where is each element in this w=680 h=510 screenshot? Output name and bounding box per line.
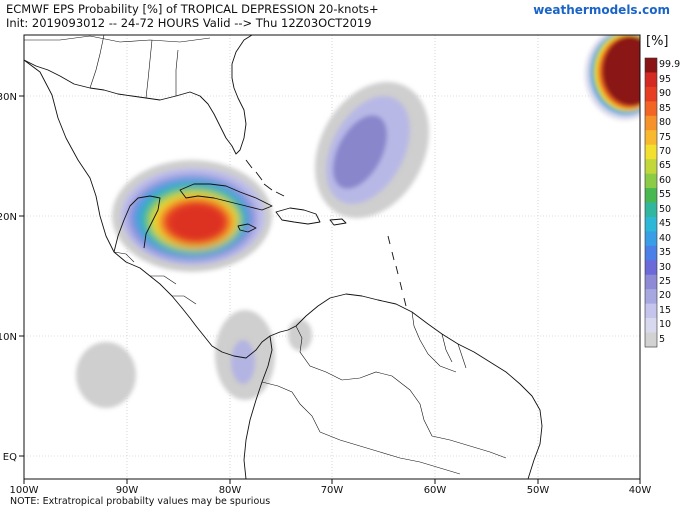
colorbar-swatch bbox=[645, 231, 657, 247]
colorbar-swatch bbox=[645, 173, 657, 189]
colorbar-label: 5 bbox=[659, 333, 666, 345]
shade-ne-dark bbox=[602, 36, 640, 106]
brand-link[interactable]: weathermodels.com bbox=[533, 3, 670, 17]
south-america-west bbox=[243, 335, 273, 479]
colorbar-unit: [%] bbox=[646, 34, 669, 49]
gulf-coast bbox=[24, 35, 253, 155]
shade-atlantic-core bbox=[332, 115, 388, 189]
colorbar-swatch bbox=[645, 72, 657, 88]
colorbar-swatch bbox=[645, 332, 657, 348]
lat-label-eq: EQ bbox=[3, 452, 17, 463]
lon-label-60w: 60W bbox=[424, 485, 447, 496]
puerto-rico bbox=[329, 218, 347, 226]
colorbar-label: 25 bbox=[659, 276, 672, 287]
lon-label-80w: 80W bbox=[219, 485, 242, 496]
colorbar-swatch bbox=[645, 274, 657, 290]
lon-label-70w: 70W bbox=[321, 485, 344, 496]
init-valid-line: Init: 2019093012 -- 24-72 HOURS Valid --… bbox=[6, 16, 372, 30]
colorbar-swatch bbox=[645, 86, 657, 102]
colorbar-label: 45 bbox=[659, 218, 672, 230]
lat-label-20n: 20N bbox=[0, 212, 17, 223]
colorbar-swatch bbox=[645, 260, 657, 276]
jamaica bbox=[237, 223, 257, 233]
shade-pacific bbox=[76, 342, 136, 408]
colorbar-swatch bbox=[645, 245, 657, 261]
colorbar bbox=[644, 57, 658, 348]
cuba bbox=[179, 183, 273, 211]
shade-colombia bbox=[288, 319, 312, 351]
colorbar-label: 65 bbox=[659, 160, 672, 172]
colorbar-label: 60 bbox=[659, 174, 672, 186]
shade-caribbean-95 bbox=[170, 205, 224, 241]
colorbar-swatch bbox=[645, 115, 657, 131]
lon-label-90w: 90W bbox=[116, 485, 139, 496]
colorbar-swatch bbox=[645, 101, 657, 117]
colorbar-label: 30 bbox=[659, 261, 672, 273]
colorbar-label: 35 bbox=[659, 247, 672, 259]
colorbar-swatch bbox=[645, 58, 657, 73]
lat-label-30n: 30N bbox=[0, 92, 17, 103]
south-america-coast bbox=[295, 293, 543, 479]
shade-panama bbox=[231, 340, 255, 384]
colorbar-label: 50 bbox=[659, 203, 672, 215]
lon-label-40w: 40W bbox=[629, 485, 652, 496]
lat-label-10n: 10N bbox=[0, 332, 17, 343]
shaded-probability bbox=[76, 35, 640, 408]
colorbar-label: 20 bbox=[659, 290, 672, 302]
tick-marks bbox=[19, 95, 641, 484]
colorbar-swatch bbox=[645, 159, 657, 174]
colorbar-swatch bbox=[645, 289, 657, 304]
colorbar-swatch bbox=[645, 130, 657, 145]
colorbar-label: 80 bbox=[659, 117, 672, 128]
hispaniola bbox=[275, 207, 321, 225]
lon-label-100w: 100W bbox=[10, 485, 39, 496]
colorbar-label: 75 bbox=[659, 131, 672, 143]
footnote: NOTE: Extratropical probabilty values ma… bbox=[10, 496, 271, 507]
map-title: ECMWF EPS Probability [%] of TROPICAL DE… bbox=[6, 2, 379, 16]
colorbar-label: 15 bbox=[659, 304, 672, 316]
colorbar-swatch bbox=[645, 202, 657, 218]
borders bbox=[24, 35, 507, 475]
bahamas bbox=[245, 159, 285, 197]
graticule bbox=[24, 35, 640, 479]
colorbar-label: 95 bbox=[659, 73, 672, 85]
yucatan bbox=[113, 195, 161, 253]
colorbar-swatch bbox=[645, 216, 657, 232]
colorbar-label: 40 bbox=[659, 232, 672, 244]
colorbar-label: 70 bbox=[659, 145, 672, 157]
colorbar-swatch bbox=[645, 318, 657, 333]
lesser-antilles bbox=[387, 235, 407, 307]
lon-label-50w: 50W bbox=[527, 485, 550, 496]
colorbar-swatch bbox=[645, 144, 657, 160]
colorbar-label: 99.9 bbox=[659, 59, 680, 71]
colorbar-label: 90 bbox=[659, 88, 672, 100]
colorbar-label: 85 bbox=[659, 102, 672, 114]
north-america-coast bbox=[24, 35, 297, 359]
colorbar-label: 10 bbox=[659, 319, 672, 331]
colorbar-swatch bbox=[645, 188, 657, 203]
coastlines bbox=[24, 35, 543, 479]
colorbar-frame bbox=[644, 57, 658, 348]
colorbar-swatch bbox=[645, 303, 657, 319]
colorbar-label: 55 bbox=[659, 189, 672, 201]
